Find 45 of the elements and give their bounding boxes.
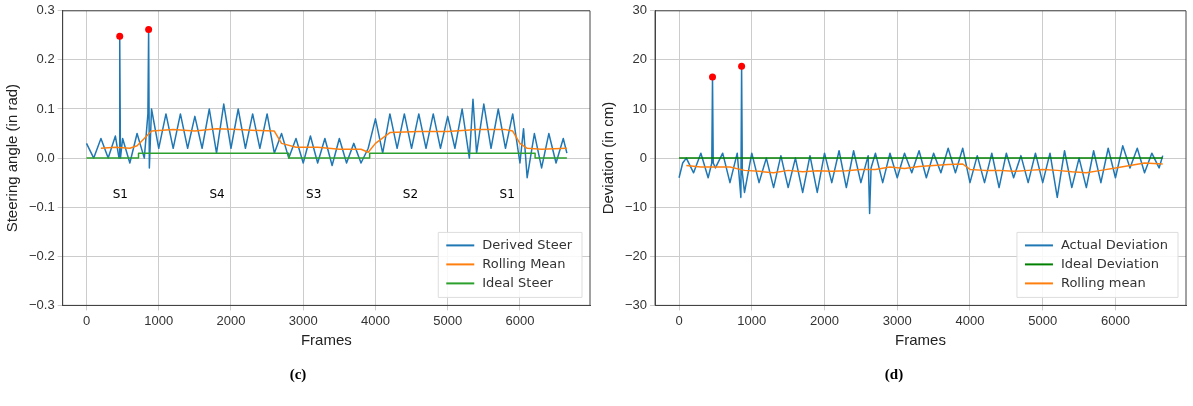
x-tick-label: 5000: [1028, 312, 1058, 328]
y-tick-label: −20: [624, 247, 648, 263]
y-tick-label: 0.1: [36, 100, 55, 116]
legend-label: Rolling Mean: [482, 255, 566, 271]
y-tick-label: 0.3: [36, 2, 55, 18]
x-tick-label: 3000: [882, 312, 912, 328]
x-tick-label: 4000: [360, 312, 390, 328]
x-tick-label: 3000: [288, 312, 318, 328]
x-tick-label: 1000: [737, 312, 767, 328]
x-axis-title: Frames: [300, 331, 352, 349]
x-tick-label: 0: [82, 312, 91, 328]
x-tick-label: 4000: [955, 312, 985, 328]
annotation: S4: [209, 187, 225, 202]
x-tick-label: 5000: [433, 312, 463, 328]
annotation: S2: [402, 187, 419, 202]
y-tick-label: 10: [632, 100, 648, 116]
y-tick-label: −0.3: [28, 296, 55, 312]
text: (c): [288, 366, 308, 383]
text: (d): [883, 366, 905, 383]
y-axis-title: Steering angle (in rad): [3, 83, 21, 233]
x-tick-label: 6000: [505, 312, 535, 328]
x-axis-title: Frames: [895, 331, 946, 349]
y-tick-label: 30: [632, 2, 648, 18]
legend-label: Derived Steer: [482, 236, 573, 252]
y-tick-label: 0.0: [36, 149, 55, 165]
y-tick-label: 0: [639, 149, 648, 165]
x-tick-label: 1000: [144, 312, 174, 328]
x-tick-label: 2000: [216, 312, 246, 328]
legend-label: Ideal Deviation: [1060, 255, 1159, 271]
legend-label: Ideal Steer: [482, 274, 554, 290]
annotation: S1: [112, 187, 128, 202]
x-tick-label: 6000: [1100, 312, 1130, 328]
legend-label: Rolling mean: [1060, 274, 1146, 290]
x-tick-label: 2000: [810, 312, 839, 328]
y-axis-title: Deviation (in cm): [599, 101, 617, 215]
x-tick-label: 0: [675, 312, 683, 328]
y-tick-label: −30: [624, 296, 648, 312]
y-tick-label: −0.2: [28, 247, 55, 263]
y-tick-label: −0.1: [28, 198, 55, 214]
y-tick-label: −10: [624, 198, 648, 214]
annotation: S3: [306, 187, 322, 202]
legend-label: Actual Deviation: [1060, 236, 1169, 252]
annotation: S1: [499, 187, 515, 202]
y-tick-label: 0.2: [36, 51, 55, 67]
y-tick-label: 20: [632, 51, 648, 67]
